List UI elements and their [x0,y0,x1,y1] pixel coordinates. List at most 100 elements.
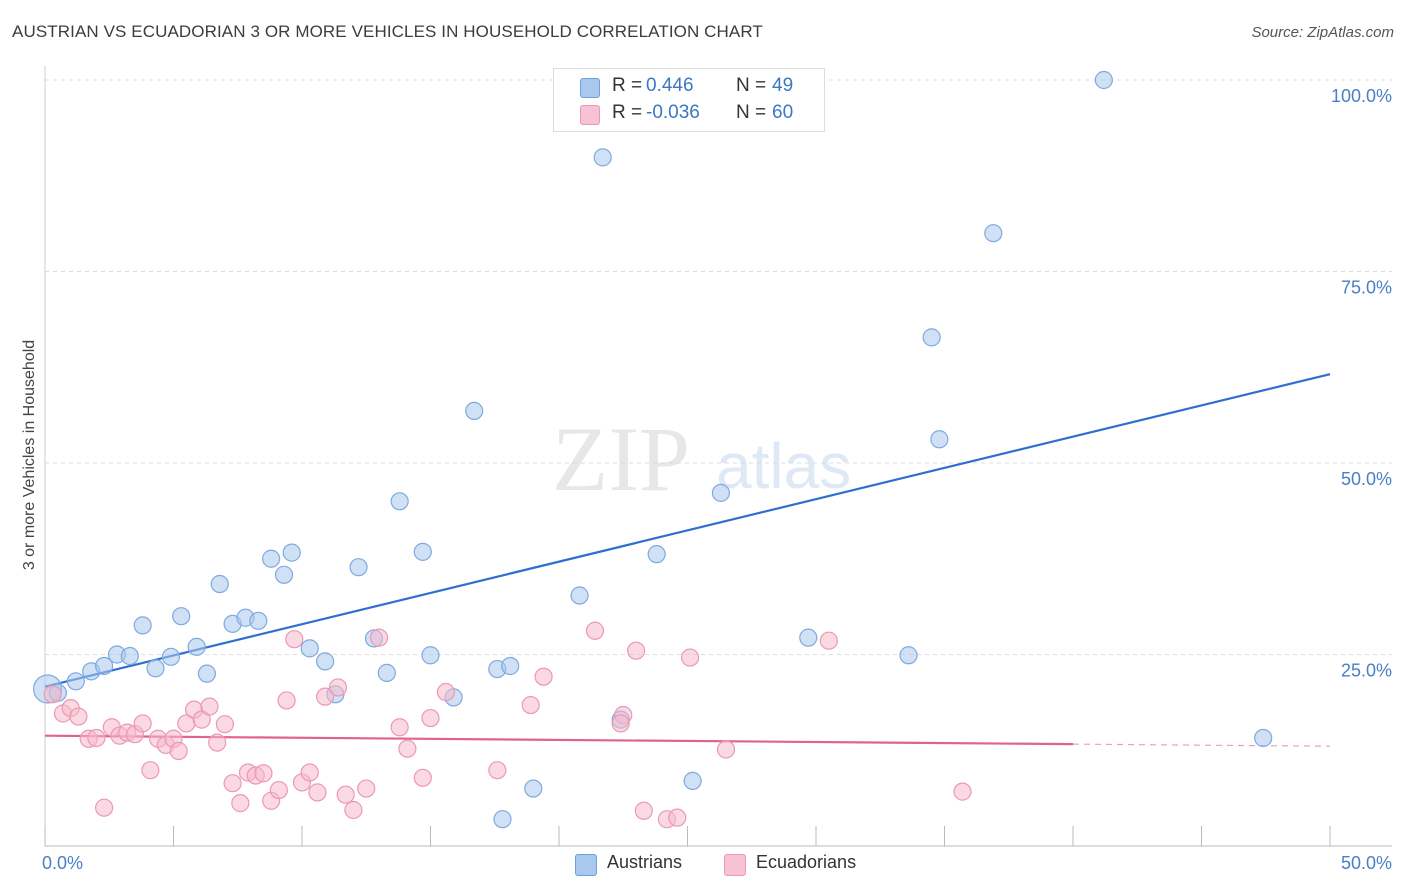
r-label: R = [612,102,643,123]
y-axis-title: 3 or more Vehicles in Household [21,339,38,571]
austrian-point [249,611,268,630]
y-tick-label: 50.0% [1341,469,1392,489]
austrian-point [210,574,229,594]
austrian-point [187,637,206,656]
austrian-point [282,543,301,562]
grid-lines [45,79,1392,655]
ecuadorian-point [626,641,646,660]
ecuadorian-point [269,780,288,800]
ecuadorian-point [390,718,409,737]
legend-label: Ecuadorians [756,852,857,872]
austrian-point [984,224,1003,243]
austrian-point [133,616,152,635]
ecuadorian-trend-line [44,734,1074,746]
ecuadorian-point [87,728,106,748]
n-value: 60 [772,102,794,123]
ecuadorian-point [200,697,219,716]
austrian-point [1254,728,1273,748]
austrian-point [377,663,396,682]
ecuadorian-point [611,714,630,733]
ecuadorian-point [534,667,553,686]
r-value: 0.446 [646,75,694,96]
ecuadorian-point [95,798,114,817]
stats-swatch-ecuadorians [580,105,600,125]
r-label: R = [612,75,643,96]
austrian-point [421,646,440,665]
austrian-point [161,647,181,666]
chart-title: AUSTRIAN VS ECUADORIAN 3 OR MORE VEHICLE… [12,22,763,41]
ecuadorian-point [69,707,88,726]
ecuadorian-point [634,801,653,820]
ecuadorian-point [43,685,62,704]
x-tick-label: 0.0% [42,853,83,873]
stats-swatch-austrians [580,78,600,98]
legend-item-austrians[interactable]: Austrians [575,852,715,876]
ecuadorian-point [953,782,972,801]
stats-box: R = 0.446 N = 49 R = -0.036 N = 60 [553,68,825,132]
n-label: N = [736,75,767,96]
ecuadorian-point [819,631,838,650]
ecuadorian-point [208,733,227,752]
ecuadorian-point [344,800,363,820]
ecuadorian-point [521,695,540,715]
austrian-point [1094,70,1113,90]
n-label: N = [736,102,767,123]
ecuadorian-point [300,763,319,782]
legend-item-ecuadorians[interactable]: Ecuadorians [724,852,884,876]
austrian-point [930,430,949,449]
ecuadorian-point [398,739,417,758]
austrian-trend-line [44,373,1331,688]
ecuadorian-point [316,687,335,706]
legend-swatch-ecuadorians [724,854,746,876]
tick-labels: 25.0% 50.0% 75.0% 100.0% 0.0% 50.0% [42,86,1392,873]
r-value: -0.036 [646,102,700,123]
austrian-point [899,646,918,665]
ecuadorian-point [488,761,507,780]
ecuadorian-point [308,783,327,802]
ecuadorian-point [169,741,188,761]
austrian-point [66,672,85,691]
ecuadorian-point [328,678,348,697]
austrian-point [349,558,368,577]
n-value: 49 [772,75,794,96]
data-points [32,70,1273,829]
watermark-atlas: atlas [716,430,851,502]
austrian-point [274,565,294,584]
austrian-point [922,328,941,347]
y-tick-label: 75.0% [1341,278,1392,298]
austrian-point [524,779,543,798]
axes [44,66,1392,847]
x-tick-label: 50.0% [1341,853,1392,873]
austrian-point [172,607,191,626]
austrian-point [647,545,666,564]
austrian-point [683,771,702,790]
austrian-point [413,542,432,561]
ecuadorian-point [215,715,234,734]
ecuadorian-point [370,628,389,647]
ecuadorian-point [421,708,440,728]
ecuadorian-trend-extension [1072,743,1331,747]
source-label: Source: ZipAtlas.com [1251,24,1394,41]
ecuadorian-point [668,808,687,827]
austrian-point [300,639,319,658]
ecuadorian-point [141,761,160,780]
austrian-point [799,628,818,647]
austrian-point [593,148,612,167]
austrian-point [197,664,217,683]
stats-row-ecuadorians: R = -0.036 N = 60 [554,102,824,126]
austrian-point [120,646,139,666]
ecuadorian-point [413,768,432,787]
austrian-point [570,586,589,605]
ecuadorian-point [254,764,273,783]
austrian-point [316,652,335,671]
ecuadorian-point [436,682,456,702]
austrian-point [390,492,409,511]
ecuadorian-point [336,785,355,804]
ecuadorian-point [223,774,242,793]
ecuadorian-point [585,621,605,640]
ecuadorian-point [716,740,736,759]
austrian-point [146,659,165,678]
stats-row-austrians: R = 0.446 N = 49 [554,75,824,99]
watermark: ZIP atlas [552,408,851,510]
